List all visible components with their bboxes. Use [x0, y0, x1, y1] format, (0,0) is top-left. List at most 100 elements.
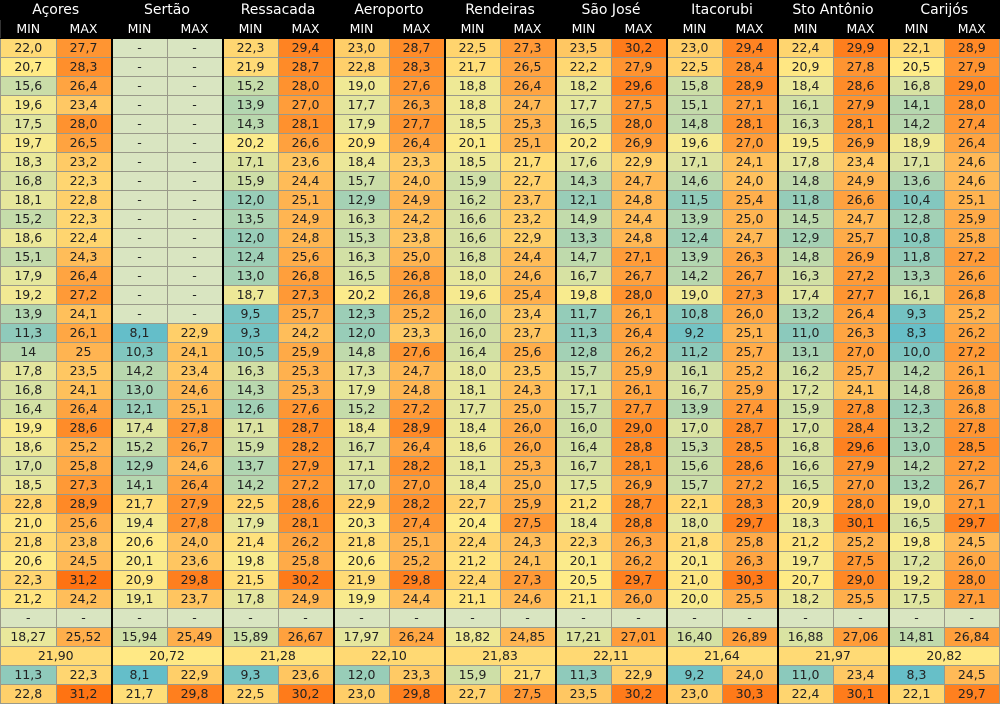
min-cell: 15,6	[665, 456, 723, 476]
min-cell: 15,9	[221, 171, 279, 191]
min-cell: 16,8	[443, 247, 501, 267]
max-cell: -	[166, 285, 223, 305]
max-cell: 28,7	[721, 418, 778, 438]
min-cell: 11,8	[887, 247, 945, 267]
max-cell: 26,24	[388, 627, 445, 647]
min-cell: 14	[0, 342, 57, 362]
min-cell: 17,6	[554, 152, 612, 172]
min-cell: 21,2	[776, 532, 834, 552]
max-cell: 25,2	[721, 361, 778, 381]
min-cell: 16,8	[887, 76, 945, 96]
max-cell: 26,6	[277, 133, 334, 153]
min-cell: 22,4	[776, 38, 834, 58]
min-cell: -	[887, 608, 945, 628]
max-cell: 27,01	[610, 627, 667, 647]
overall-average-cell: 21,97	[776, 646, 889, 666]
max-cell: 25,3	[277, 380, 334, 400]
data-row: 18,3 23,2- -17,1 23,6 18,4 23,3 18,5 21,7 17,6 22…	[0, 152, 1000, 172]
max-cell: 26,1	[610, 304, 667, 324]
data-row: 15,1 24,3- -12,4 25,6 16,3 25,0 16,8 24,4 14,7 27…	[0, 247, 1000, 267]
min-cell: 15,7	[554, 399, 612, 419]
max-cell: 26,6	[943, 266, 1000, 286]
max-cell: 28,7	[277, 57, 334, 77]
max-cell: 26,2	[610, 551, 667, 571]
min-cell: 15,8	[665, 76, 723, 96]
min-cell: 18,4	[332, 152, 390, 172]
min-cell: 17,7	[443, 399, 501, 419]
max-cell: 27,1	[943, 494, 1000, 514]
min-cell: 18,4	[443, 475, 501, 495]
minimum-row: 11,3 22,3 8,1 22,9 9,3 23,6 12,0 23,3 15,9 21,7 11…	[0, 665, 1000, 685]
max-cell: 23,7	[499, 323, 556, 343]
max-cell: 27,6	[388, 342, 445, 362]
min-cell: 18,7	[221, 285, 279, 305]
max-cell: 29,7	[721, 513, 778, 533]
data-row: 18,1 22,8- -12,0 25,1 12,9 24,9 16,2 23,7 12,1 24…	[0, 190, 1000, 210]
min-cell: 19,7	[0, 133, 57, 153]
min-cell: -	[110, 228, 168, 248]
max-cell: 26,67	[277, 627, 334, 647]
min-cell: 10,8	[887, 228, 945, 248]
min-cell: 17,1	[332, 456, 390, 476]
max-cell: 28,6	[277, 494, 334, 514]
max-cell: 29,6	[832, 437, 889, 457]
max-cell: 24,9	[388, 190, 445, 210]
min-max-header-row: MIN MAX MIN MAX MIN MAX MIN MAX MIN MAX MIN MAX MIN M…	[0, 19, 1000, 39]
min-cell: 8,3	[887, 665, 945, 685]
max-cell: -	[166, 114, 223, 134]
min-cell: 12,6	[221, 399, 279, 419]
min-cell: -	[110, 76, 168, 96]
min-cell: 22,4	[776, 684, 834, 704]
min-cell: 17,1	[221, 152, 279, 172]
min-cell: 23,5	[554, 38, 612, 58]
overall-average-cell: 20,82	[887, 646, 1000, 666]
max-cell: 25,4	[721, 190, 778, 210]
max-cell: 30,1	[832, 684, 889, 704]
max-cell: 30,3	[721, 684, 778, 704]
min-cell: 21,7	[443, 57, 501, 77]
max-cell: 22,9	[610, 152, 667, 172]
data-row: 16,8 22,3- -15,9 24,4 15,7 24,0 15,9 22,7 14,3 24…	[0, 171, 1000, 191]
max-cell: 27,5	[499, 513, 556, 533]
max-cell: 24,0	[388, 171, 445, 191]
max-cell: 24,1	[55, 304, 112, 324]
min-cell: 16,7	[554, 266, 612, 286]
max-cell: 25,2	[943, 304, 1000, 324]
data-row: 17,0 25,8 12,9 24,6 13,7 27,9 17,1 28,2 18,1 25,3…	[0, 456, 1000, 476]
min-cell: 23,5	[554, 684, 612, 704]
data-row: 22,0 27,7- -22,3 29,4 23,0 28,7 22,5 27,3 23,5 30…	[0, 38, 1000, 58]
max-cell: 27,06	[832, 627, 889, 647]
min-cell: 14,2	[887, 456, 945, 476]
min-cell: -	[221, 608, 279, 628]
max-cell: -	[166, 171, 223, 191]
max-cell: 28,3	[721, 494, 778, 514]
max-header: MAX	[832, 19, 889, 39]
max-cell: 28,7	[388, 38, 445, 58]
average-row: 18,27 25,52 15,94 25,49 15,89 26,67 17,97 26,24…	[0, 627, 1000, 647]
min-cell: 13,3	[554, 228, 612, 248]
min-cell: 21,0	[665, 570, 723, 590]
max-cell: 24,85	[499, 627, 556, 647]
min-cell: 22,7	[443, 684, 501, 704]
min-cell: 13,2	[887, 418, 945, 438]
min-cell: 21,2	[443, 551, 501, 571]
min-cell: -	[443, 608, 501, 628]
min-cell: 12,0	[332, 665, 390, 685]
min-cell: 13,1	[776, 342, 834, 362]
max-cell: 27,8	[166, 513, 223, 533]
max-cell: 24,9	[277, 209, 334, 229]
max-cell: 28,3	[55, 57, 112, 77]
max-cell: -	[943, 608, 1000, 628]
max-cell: 27,2	[832, 266, 889, 286]
station-header: Rendeiras	[443, 0, 556, 20]
max-cell: 30,2	[610, 38, 667, 58]
max-cell: 24,5	[943, 532, 1000, 552]
min-cell: 12,1	[554, 190, 612, 210]
max-cell: 26,9	[832, 247, 889, 267]
max-cell: 24,6	[166, 380, 223, 400]
max-cell: 23,4	[832, 665, 889, 685]
min-cell: -	[110, 171, 168, 191]
max-cell: 26,1	[55, 323, 112, 343]
min-cell: 17,4	[776, 285, 834, 305]
min-cell: 16,7	[554, 456, 612, 476]
